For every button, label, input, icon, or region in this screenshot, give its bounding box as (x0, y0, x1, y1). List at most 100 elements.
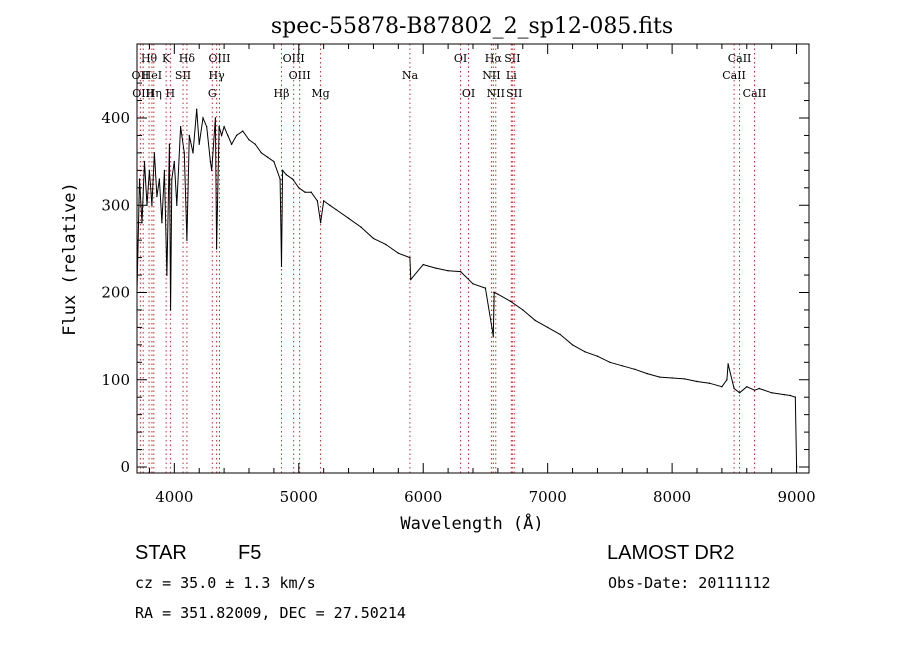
spectrum-point (771, 392, 773, 394)
spectrum-point (166, 274, 168, 276)
object-type: STAR (135, 542, 187, 564)
spectrum-point (497, 293, 499, 295)
spectrum-point (571, 344, 574, 346)
spectrum-point (192, 152, 194, 154)
spectrum-point (188, 134, 190, 137)
spectrum-point (746, 386, 748, 388)
spectrum-point (211, 169, 213, 172)
spectrum-point (158, 178, 161, 180)
spectrum-point (646, 372, 648, 375)
plot-frame (136, 43, 810, 474)
spectrum-point (547, 326, 549, 329)
spectrum-point (372, 237, 375, 240)
spectrum-point (493, 291, 495, 294)
spectrum-point (726, 379, 728, 381)
spectrum-point (484, 287, 487, 289)
spectrum-point (634, 368, 636, 370)
spectrum-point (161, 222, 163, 224)
coordinates: RA = 351.82009, DEC = 27.50214 (135, 604, 406, 622)
spectrum-point (738, 392, 741, 394)
spectrum-point (202, 117, 204, 119)
spectral-line-label: NII (482, 69, 500, 82)
spectrum-point (310, 191, 312, 193)
spectrum-point (215, 248, 218, 250)
spectrum-point (683, 378, 686, 380)
spectrum-point (753, 389, 756, 391)
spectrum-point (794, 396, 796, 398)
spectrum-point (151, 204, 153, 206)
spectrum-point (509, 300, 511, 302)
spectrum-point (721, 386, 723, 388)
spectrum-point (168, 143, 171, 145)
spectral-line-label: NII (487, 87, 505, 100)
spectral-line-label: OI (462, 87, 475, 100)
spectrum-point (291, 178, 294, 180)
spectrum-point (267, 156, 269, 158)
spectrum-point (285, 174, 287, 176)
spectrum-point (409, 256, 411, 259)
spectrum-point (163, 169, 166, 172)
spectrum-point (492, 335, 494, 337)
spectrum-point (534, 319, 536, 322)
spectrum-point (596, 355, 599, 357)
spectrum-point (223, 126, 225, 128)
spectrum-point (220, 134, 223, 137)
spectrum-point (758, 387, 760, 390)
x-tick-label: 5000 (280, 488, 318, 506)
spectral-line-label: OIII (289, 69, 311, 82)
spectrum-point (410, 278, 412, 281)
spectrum-point (242, 130, 244, 132)
spectrum-point (214, 117, 217, 119)
spectrum-point (360, 226, 362, 228)
spectrum-point (522, 309, 524, 311)
spectrum-point (789, 394, 791, 397)
spectrum-point (209, 160, 212, 163)
obs-date: Obs-Date: 20111112 (608, 574, 771, 592)
spectrum-series (136, 108, 798, 468)
spectral-line-label: Li (506, 69, 517, 82)
spectral-line-label: OII (132, 69, 150, 82)
spectrum-point (227, 134, 229, 137)
spectral-line-label: OIII (208, 52, 230, 65)
spectrum-point (422, 263, 424, 266)
spectrum-point (385, 243, 387, 246)
spectrum-point (559, 333, 561, 336)
spectrum-point (143, 160, 146, 163)
spectrum-point (148, 169, 151, 172)
spectrum-point (696, 380, 698, 383)
spectral-line-label: CaII (728, 52, 752, 65)
spectral-line-label: CaII (722, 69, 746, 82)
spectrum-point (153, 152, 156, 154)
spectral-line-label: H (166, 87, 176, 100)
spectrum-point (319, 222, 322, 224)
survey-name: LAMOST DR2 (607, 542, 735, 564)
spectrum-point (179, 126, 182, 128)
x-tick-label: 7000 (529, 488, 567, 506)
spectral-line-label: Mg (311, 87, 329, 100)
y-tick-label: 0 (120, 458, 130, 476)
spectrum-point (273, 160, 275, 163)
spectral-line-label: SII (504, 52, 520, 65)
spectrum-point (248, 139, 250, 141)
y-tick-label: 100 (101, 371, 130, 389)
spectral-line-label: HeI (142, 69, 162, 82)
spectrum-point (156, 195, 158, 198)
spectral-line-label: Hβ (274, 87, 290, 100)
spectrum-point (459, 270, 462, 273)
x-tick-label: 4000 (155, 488, 193, 506)
chart-title: spec-55878-B87802_2_sp12-085.fits (271, 14, 673, 39)
spectrum-point (138, 178, 141, 180)
spectrum-point (447, 270, 449, 272)
x-axis-label: Wavelength (Å) (400, 512, 543, 534)
spectrum-point (196, 108, 198, 111)
spectral-line-label: G (208, 87, 217, 100)
spectrum-point (230, 143, 233, 145)
spectrum-point (584, 351, 586, 353)
spectrum-point (304, 191, 306, 193)
spectrum-point (169, 309, 172, 311)
y-axis-label: Flux (relative) (60, 182, 80, 336)
spectral-line-label: SII (506, 87, 522, 100)
spectral-line-label: OIII (283, 52, 305, 65)
